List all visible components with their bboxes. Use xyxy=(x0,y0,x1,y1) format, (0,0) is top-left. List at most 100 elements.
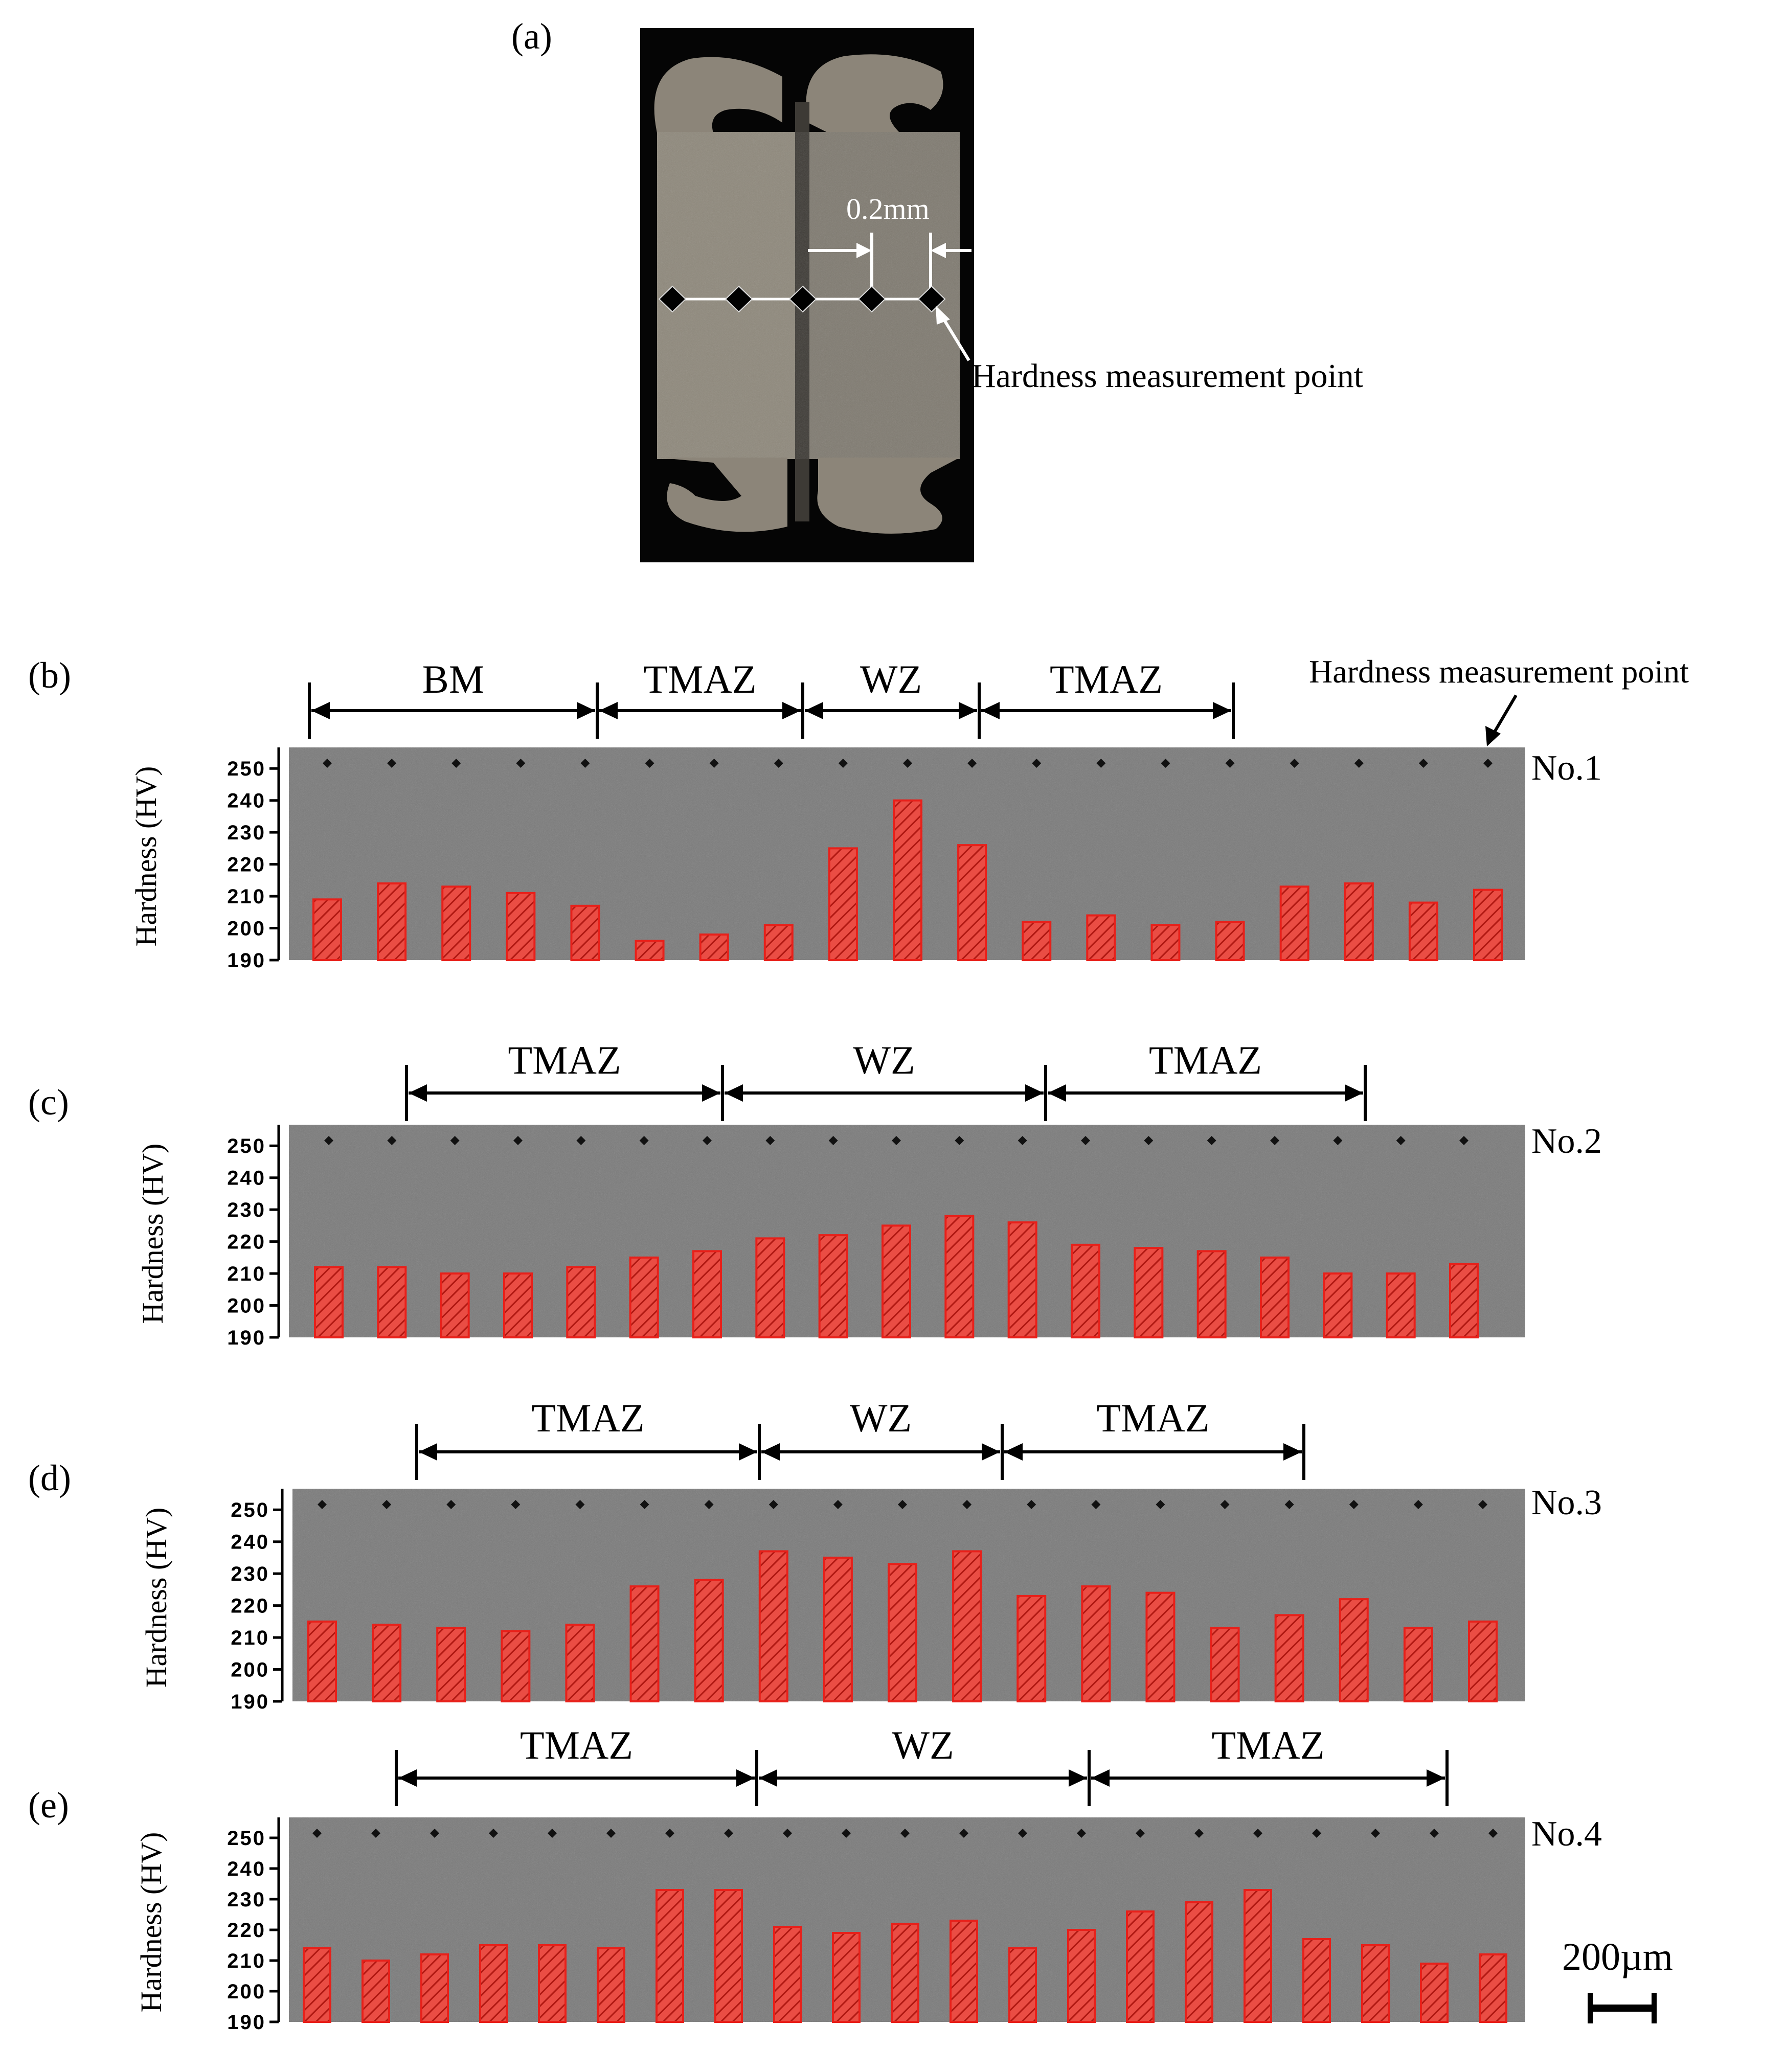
zone-arrowhead-left xyxy=(311,702,330,719)
scale-bar: 200µm xyxy=(1562,1936,1673,2023)
hardness-bar xyxy=(635,940,665,961)
hardness-bar xyxy=(1086,914,1116,961)
zone-label: BM xyxy=(422,657,484,701)
indentation-point xyxy=(312,1829,322,1838)
sample-label: No.2 xyxy=(1531,1122,1602,1161)
indentation-point xyxy=(967,759,977,768)
indentation-point xyxy=(892,1136,901,1145)
zone-arrowhead-left xyxy=(1091,1769,1110,1787)
hardness-chart-3: (d) 250 240 230 220 210 200 190 Hardness (HV) No.… xyxy=(28,1396,1602,1713)
hardness-bar xyxy=(1016,1595,1047,1703)
hardness-bar xyxy=(1468,1620,1498,1703)
indentation-point xyxy=(1136,1829,1145,1838)
hardness-bar xyxy=(501,1630,531,1703)
indentation-point xyxy=(645,759,654,768)
specimen-left-hook-top xyxy=(654,57,782,133)
zone-label: WZ xyxy=(850,1396,912,1440)
measurement-point-pointer-head xyxy=(936,306,950,325)
hardness-bar xyxy=(950,1920,978,2023)
indentation-point xyxy=(1225,759,1235,768)
indentation-point xyxy=(318,1500,327,1509)
indentation-point xyxy=(446,1500,456,1509)
indentation-point xyxy=(323,759,332,768)
zone-arrowhead-left xyxy=(725,1084,743,1102)
hardness-bar xyxy=(1244,1889,1272,2023)
hardness-bar xyxy=(1145,1591,1176,1703)
hardness-bar xyxy=(957,844,987,961)
zone-arrowhead-left xyxy=(1004,1443,1023,1461)
hardness-bar xyxy=(1361,1944,1390,2023)
indentation-point xyxy=(903,759,912,768)
sample-label: No.1 xyxy=(1531,748,1602,788)
specimen-right-hook-bottom xyxy=(817,458,960,534)
y-tick-label: 240 xyxy=(231,1531,269,1554)
hardness-bar xyxy=(440,1272,470,1338)
specimen-left-hook-bottom xyxy=(657,458,787,532)
hardness-bar xyxy=(893,799,922,961)
indentation-point xyxy=(324,1136,333,1145)
measurement-point-diamond xyxy=(788,285,817,313)
hardness-bar xyxy=(952,1550,982,1702)
hardness-bar xyxy=(303,1947,331,2023)
indentation-point xyxy=(1270,1136,1279,1145)
zone-arrowhead-right xyxy=(736,1769,755,1787)
indentation-point xyxy=(1032,759,1042,768)
indentation-point xyxy=(1413,1500,1423,1509)
indentation-point xyxy=(640,1500,649,1509)
y-tick-label: 210 xyxy=(231,1627,269,1649)
indentation-point xyxy=(783,1829,792,1838)
panel-letter: (b) xyxy=(28,655,71,696)
measurement-point-diamond xyxy=(917,285,946,313)
indentation-point xyxy=(1018,1136,1027,1145)
hardness-bar xyxy=(307,1620,337,1703)
indentation-point xyxy=(1333,1136,1343,1145)
indentation-point xyxy=(1207,1136,1216,1145)
hardness-bar xyxy=(479,1944,508,2023)
indentation-point xyxy=(838,759,848,768)
indentation-point xyxy=(765,1136,775,1145)
hardness-bar xyxy=(1302,1938,1331,2023)
hardness-bar xyxy=(891,1923,919,2023)
zone-label: TMAZ xyxy=(520,1723,633,1767)
indentation-point xyxy=(1284,1500,1294,1509)
panel-a-measurement-points xyxy=(658,285,946,313)
indentation-point xyxy=(833,1500,843,1509)
indentation-point xyxy=(1418,759,1428,768)
indentation-point xyxy=(955,1136,964,1145)
zone-label: WZ xyxy=(892,1723,954,1767)
zone-label: TMAZ xyxy=(532,1396,645,1440)
indentation-point xyxy=(962,1500,972,1509)
hardness-bar xyxy=(656,1889,684,2023)
hardness-bar xyxy=(1067,1929,1096,2023)
indentation-point xyxy=(1091,1500,1101,1509)
measurement-point-diamond xyxy=(857,285,886,313)
zone-label: WZ xyxy=(860,657,922,701)
indentation-point xyxy=(387,1136,397,1145)
y-tick-label: 250 xyxy=(227,758,266,780)
indentation-point xyxy=(828,1136,838,1145)
zone-arrowhead-right xyxy=(1025,1084,1044,1102)
hardness-bar xyxy=(629,1585,660,1702)
panel-b-note-pointer-head xyxy=(1485,726,1501,746)
y-tick-label: 230 xyxy=(227,822,266,844)
zone-arrowhead-right xyxy=(782,702,801,719)
y-tick-label: 190 xyxy=(227,1327,266,1349)
hardness-bar xyxy=(882,1224,911,1338)
y-tick-label: 230 xyxy=(227,1888,266,1911)
zone-arrowhead-right xyxy=(1345,1084,1363,1102)
zone-arrowhead-left xyxy=(599,702,618,719)
zone-arrowhead-right xyxy=(1283,1443,1302,1461)
panel-a: (a) 0.2mm Hardness measurement point xyxy=(511,16,1363,562)
y-tick-label: 200 xyxy=(227,918,266,940)
zone-label: WZ xyxy=(853,1038,915,1082)
indentation-point xyxy=(576,1136,586,1145)
panel-a-letter: (a) xyxy=(511,16,552,57)
dimension-arrowhead-right xyxy=(931,243,946,258)
zone-arrowhead-left xyxy=(805,702,823,719)
y-tick-label: 190 xyxy=(231,1691,269,1713)
indentation-point xyxy=(665,1829,674,1838)
hardness-bar xyxy=(1344,882,1374,961)
hardness-bar xyxy=(1185,1901,1213,2023)
hardness-bar xyxy=(1279,885,1309,962)
hardness-bar xyxy=(436,1627,466,1702)
